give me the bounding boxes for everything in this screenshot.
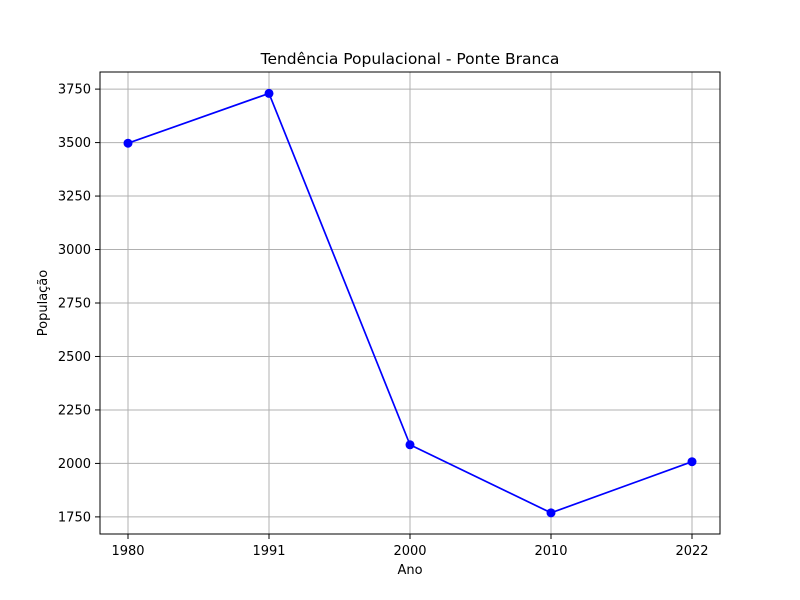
y-axis-label: População — [36, 270, 51, 337]
y-tick-label: 2250 — [58, 403, 91, 418]
grid-lines — [100, 72, 720, 534]
x-axis-label: Ano — [397, 563, 422, 578]
y-tick-label: 2500 — [58, 350, 91, 365]
x-tick-label: 2010 — [534, 544, 567, 559]
x-tick-label: 2000 — [393, 544, 426, 559]
y-tick-label: 3500 — [58, 136, 91, 151]
data-point — [546, 508, 556, 518]
data-point — [405, 440, 415, 450]
chart-title: Tendência Populacional - Ponte Branca — [260, 50, 560, 68]
y-tick-label: 3000 — [58, 243, 91, 258]
data-point — [687, 457, 697, 467]
data-point — [264, 88, 274, 98]
y-tick-label: 3750 — [58, 83, 91, 98]
y-tick-label: 2000 — [58, 457, 91, 472]
axis-ticks: 1980 1991 2000 2010 2022 1750 2000 2250 2500 2750… — [58, 83, 709, 559]
x-tick-label: 2022 — [675, 544, 708, 559]
y-tick-label: 1750 — [58, 510, 91, 525]
x-tick-label: 1980 — [111, 544, 144, 559]
data-point — [123, 138, 133, 148]
y-tick-label: 2750 — [58, 297, 91, 312]
data-series — [123, 88, 697, 518]
y-tick-label: 3250 — [58, 190, 91, 205]
x-tick-label: 1991 — [252, 544, 285, 559]
